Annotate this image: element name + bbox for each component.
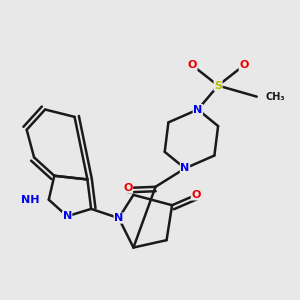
Text: N: N (193, 104, 203, 115)
Text: O: O (123, 183, 133, 193)
Text: O: O (191, 190, 201, 200)
Text: O: O (239, 60, 248, 70)
Text: O: O (188, 60, 197, 70)
Text: N: N (63, 211, 72, 221)
Text: N: N (114, 213, 123, 223)
Text: S: S (214, 81, 222, 91)
Text: NH: NH (21, 195, 40, 205)
Text: N: N (180, 164, 190, 173)
Text: CH₃: CH₃ (266, 92, 286, 102)
